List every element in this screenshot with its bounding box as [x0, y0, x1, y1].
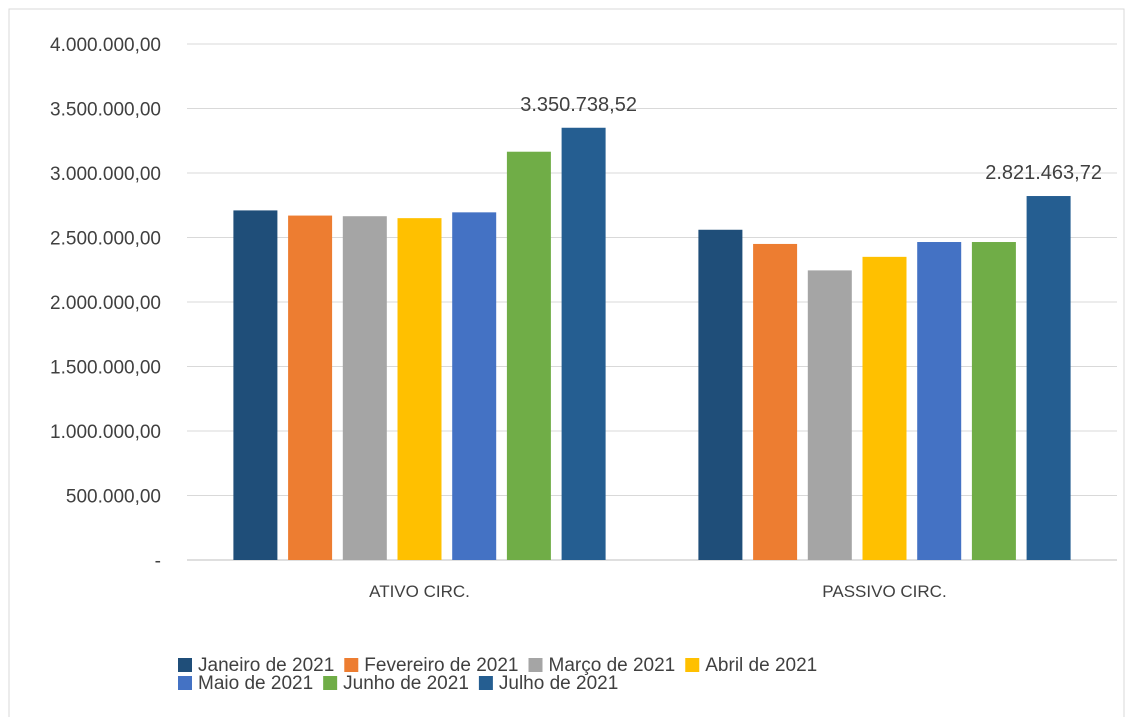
bar-passivo-series-3 — [807, 270, 852, 560]
y-tick-label: 2.000.000,00 — [50, 293, 161, 314]
data-label: 3.350.738,52 — [520, 94, 637, 116]
legend-swatch — [528, 658, 543, 672]
legend-item: Janeiro de 2021 — [178, 655, 334, 676]
bar-ativo-series-2 — [288, 215, 333, 560]
legend-item: Maio de 2021 — [178, 673, 313, 694]
x-category-label: PASSIVO CIRC. — [822, 582, 946, 601]
legend-swatch — [178, 676, 192, 690]
bar-ativo-series-6 — [506, 151, 551, 560]
bar-passivo-series-2 — [753, 243, 798, 560]
legend-label: Março de 2021 — [549, 655, 676, 676]
legend-swatch — [478, 676, 493, 690]
chart-border — [8, 8, 1125, 722]
bar-ativo-series-3 — [342, 216, 387, 560]
legend-label: Janeiro de 2021 — [198, 655, 334, 676]
y-tick-label: 1.500.000,00 — [50, 358, 161, 379]
legend-label: Julho de 2021 — [499, 673, 618, 694]
legend: Janeiro de 2021 Fevereiro de 2021 Março de… — [178, 655, 817, 694]
data-label: 2.821.463,72 — [985, 162, 1102, 184]
y-tick-label: - — [155, 551, 161, 572]
bar-passivo-series-6 — [971, 242, 1016, 560]
legend-item: Fevereiro de 2021 — [344, 655, 519, 676]
bar-ativo-series-5 — [452, 212, 497, 560]
data-labels: 3.350.738,52 2.821.463,72 — [520, 94, 1102, 184]
bar-ativo-series-1 — [233, 210, 278, 560]
bar-ativo-series-4 — [397, 218, 442, 560]
legend-label: Fevereiro de 2021 — [364, 655, 518, 676]
y-tick-label: 500.000,00 — [66, 487, 161, 508]
legend-item: Março de 2021 — [528, 655, 676, 676]
legend-item: Junho de 2021 — [323, 673, 469, 694]
y-tick-label: 3.500.000,00 — [50, 100, 161, 121]
y-tick-label: 4.000.000,00 — [50, 35, 161, 56]
y-axis: - 500.000,00 1.000.000,00 1.500.000,00 2.000… — [50, 35, 161, 572]
bar-ativo-series-7 — [561, 127, 606, 560]
legend-swatch — [344, 658, 359, 672]
y-tick-label: 2.500.000,00 — [50, 229, 161, 250]
legend-swatch — [685, 658, 700, 672]
gridlines — [187, 43, 1117, 561]
bar-passivo-series-4 — [862, 256, 907, 560]
y-tick-label: 1.000.000,00 — [50, 422, 161, 443]
legend-label: Junho de 2021 — [343, 673, 469, 694]
legend-label: Maio de 2021 — [198, 673, 313, 694]
bar-passivo-series-7 — [1026, 196, 1071, 560]
bar-passivo-series-1 — [698, 229, 743, 560]
x-category-label: ATIVO CIRC. — [369, 582, 470, 601]
legend-swatch — [323, 676, 338, 690]
x-axis: ATIVO CIRC. PASSIVO CIRC. — [369, 582, 947, 601]
legend-item: Abril de 2021 — [685, 655, 817, 676]
y-tick-label: 3.000.000,00 — [50, 164, 161, 185]
legend-swatch — [178, 658, 192, 672]
legend-item: Julho de 2021 — [478, 673, 618, 694]
bars — [233, 127, 1071, 560]
bar-passivo-series-5 — [917, 242, 962, 560]
legend-label: Abril de 2021 — [705, 655, 817, 676]
